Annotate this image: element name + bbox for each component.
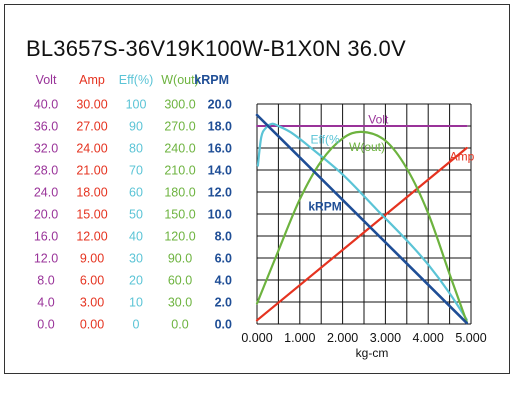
krpm-series-label: kRPM: [308, 200, 341, 214]
amp-tick-label: 3.00: [80, 296, 104, 310]
wout-tick-label: 180.0: [164, 186, 195, 200]
chart-frame: [4, 4, 510, 374]
wout-axis-header: W(out): [161, 73, 199, 87]
eff-tick-label: 50: [129, 208, 143, 222]
volt-tick-label: 16.0: [34, 230, 58, 244]
volt-tick-label: 40.0: [34, 98, 58, 112]
amp-tick-label: 24.00: [76, 142, 107, 156]
krpm-tick-label: 10.0: [208, 208, 232, 222]
wout-tick-label: 30.0: [168, 296, 192, 310]
wout-series-label: W(out): [349, 140, 385, 154]
krpm-tick-label: 8.0: [215, 230, 232, 244]
krpm-tick-label: 14.0: [208, 164, 232, 178]
amp-axis-header: Amp: [79, 73, 105, 87]
amp-series-label: Amp: [450, 149, 475, 163]
amp-tick-label: 9.00: [80, 252, 104, 266]
volt-tick-label: 32.0: [34, 142, 58, 156]
krpm-tick-label: 20.0: [208, 98, 232, 112]
krpm-tick-label: 12.0: [208, 186, 232, 200]
volt-tick-label: 24.0: [34, 186, 58, 200]
x-tick-label: 1.000: [284, 331, 315, 345]
eff-tick-label: 70: [129, 164, 143, 178]
volt-tick-label: 0.0: [37, 318, 54, 332]
krpm-series-line: [255, 113, 468, 325]
eff-tick-label: 100: [126, 98, 147, 112]
wout-series-line: [255, 130, 468, 323]
krpm-tick-label: 0.0: [215, 318, 232, 332]
wout-tick-label: 0.0: [171, 318, 188, 332]
krpm-tick-label: 2.0: [215, 296, 232, 310]
wout-tick-label: 240.0: [164, 142, 195, 156]
eff-tick-label: 80: [129, 142, 143, 156]
chart-title: BL3657S-36V19K100W-B1X0N 36.0V: [26, 36, 406, 61]
x-tick-label: 5.000: [455, 331, 486, 345]
wout-tick-label: 300.0: [164, 98, 195, 112]
volt-tick-label: 12.0: [34, 252, 58, 266]
amp-tick-label: 21.00: [76, 164, 107, 178]
volt-tick-label: 36.0: [34, 120, 58, 134]
x-tick-label: 0.000: [241, 331, 272, 345]
wout-tick-label: 270.0: [164, 120, 195, 134]
eff-series-label: Eff(%: [311, 133, 340, 147]
eff-tick-label: 40: [129, 230, 143, 244]
amp-tick-label: 27.00: [76, 120, 107, 134]
eff-axis-header: Eff(%): [119, 73, 154, 87]
volt-axis-header: Volt: [36, 73, 57, 87]
volt-tick-label: 8.0: [37, 274, 54, 288]
volt-series-label: Volt: [368, 112, 389, 126]
eff-tick-label: 90: [129, 120, 143, 134]
eff-tick-label: 10: [129, 296, 143, 310]
wout-tick-label: 60.0: [168, 274, 192, 288]
eff-tick-label: 0: [133, 318, 140, 332]
volt-tick-label: 4.0: [37, 296, 54, 310]
krpm-tick-label: 16.0: [208, 142, 232, 156]
amp-tick-label: 15.00: [76, 208, 107, 222]
x-axis-label: kg-cm: [356, 346, 389, 360]
krpm-tick-label: 18.0: [208, 120, 232, 134]
x-tick-label: 2.000: [327, 331, 358, 345]
krpm-axis-header: kRPM: [194, 73, 229, 87]
x-tick-label: 4.000: [413, 331, 444, 345]
amp-tick-label: 18.00: [76, 186, 107, 200]
krpm-tick-label: 4.0: [215, 274, 232, 288]
eff-tick-label: 30: [129, 252, 143, 266]
amp-series-line: [255, 146, 468, 322]
amp-tick-label: 30.00: [76, 98, 107, 112]
wout-tick-label: 150.0: [164, 208, 195, 222]
amp-tick-label: 12.00: [76, 230, 107, 244]
wout-tick-label: 90.0: [168, 252, 192, 266]
eff-tick-label: 60: [129, 186, 143, 200]
volt-tick-label: 20.0: [34, 208, 58, 222]
wout-tick-label: 120.0: [164, 230, 195, 244]
eff-series-line: [256, 122, 468, 321]
eff-tick-label: 20: [129, 274, 143, 288]
wout-tick-label: 210.0: [164, 164, 195, 178]
volt-tick-label: 28.0: [34, 164, 58, 178]
amp-tick-label: 0.00: [80, 318, 104, 332]
x-tick-label: 3.000: [370, 331, 401, 345]
krpm-tick-label: 6.0: [215, 252, 232, 266]
amp-tick-label: 6.00: [80, 274, 104, 288]
